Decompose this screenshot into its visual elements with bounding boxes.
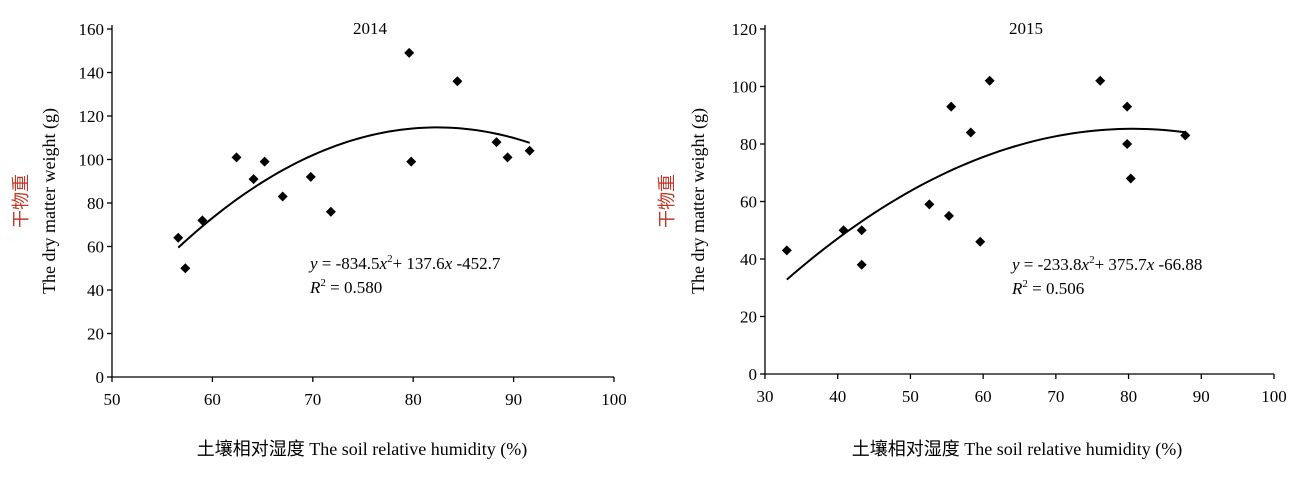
chart-2014-data-point [197, 215, 208, 226]
chart-2015-points [781, 75, 1191, 270]
chart-2015-x-tick-label: 80 [1120, 387, 1137, 406]
chart-2014-data-point [180, 263, 191, 274]
chart-2015-x-tick-label: 100 [1261, 387, 1287, 406]
chart-2015-data-point [781, 245, 792, 256]
chart-2014-r-squared: R2 = 0.580 [309, 277, 382, 297]
chart-2015: 2015 30 40 50 60 70 80 90 100 0 20 40 60 80 100 120 y… [657, 19, 1287, 460]
chart-2014-y-tick-label: 20 [87, 325, 104, 344]
chart-2015-xlabel: 土壤相对湿度 The soil relative humidity (%) [852, 439, 1182, 460]
chart-2014-title: 2014 [353, 19, 388, 38]
chart-2014-ylabel-cn: 干物重 [11, 174, 31, 228]
chart-2015-ylabel: The dry matter weight (g) [688, 108, 709, 294]
chart-2015-y-tick-label: 120 [732, 20, 758, 39]
chart-2014-x-tick-label: 100 [601, 390, 627, 409]
chart-2014-y-tick-label: 160 [79, 20, 105, 39]
chart-2015-y-tick-label: 80 [740, 135, 757, 154]
chart-2015-y-tick-label: 60 [740, 193, 757, 212]
chart-2015-data-point [856, 259, 867, 270]
chart-2015-y-tick-label: 40 [740, 250, 757, 269]
chart-2014-x-tick-label: 60 [204, 390, 221, 409]
chart-2015-data-point [1125, 173, 1136, 184]
chart-2014-y-ticks: 0 20 40 60 80 100 120 140 160 [79, 20, 112, 387]
chart-2015-x-tick-label: 30 [757, 387, 774, 406]
chart-2014-x-tick-label: 80 [405, 390, 422, 409]
chart-2014-xlabel: 土壤相对湿度 The soil relative humidity (%) [197, 439, 527, 460]
chart-2015-data-point [1122, 101, 1133, 112]
chart-2014: 2014 50 60 70 80 90 100 0 20 40 60 80 100 120 140 160… [11, 19, 627, 460]
chart-2014-y-tick-label: 60 [87, 238, 104, 257]
chart-2014-data-point [325, 206, 336, 217]
chart-2015-data-point [1095, 75, 1106, 86]
chart-2015-r-squared: R2 = 0.506 [1011, 278, 1084, 298]
chart-2014-data-point [524, 145, 535, 156]
chart-2014-trend-line [177, 126, 530, 249]
chart-2014-ylabel: The dry matter weight (g) [39, 108, 60, 294]
chart-2015-trend-line [786, 127, 1186, 281]
chart-2014-data-point [277, 191, 288, 202]
chart-2014-data-point [406, 156, 417, 167]
chart-2015-data-point [965, 127, 976, 138]
chart-2015-x-tick-label: 90 [1193, 387, 1210, 406]
chart-2014-x-ticks: 50 60 70 80 90 100 [104, 377, 627, 409]
chart-2014-y-tick-label: 140 [79, 64, 105, 83]
chart-2014-axes [111, 25, 614, 378]
chart-2014-data-point [502, 152, 513, 163]
chart-2015-equation: y = -233.8x2+ 375.7x -66.88 [1010, 254, 1202, 274]
chart-2015-data-point [856, 225, 867, 236]
chart-2015-data-point [943, 210, 954, 221]
chart-2015-x-tick-label: 50 [902, 387, 919, 406]
chart-2015-data-point [984, 75, 995, 86]
chart-2014-x-tick-label: 50 [104, 390, 121, 409]
chart-2014-data-point [491, 137, 502, 148]
chart-2014-x-tick-label: 70 [304, 390, 321, 409]
chart-2014-data-point [404, 47, 415, 58]
chart-2015-data-point [838, 225, 849, 236]
chart-2015-y-tick-label: 100 [732, 78, 758, 97]
chart-2014-y-tick-label: 80 [87, 194, 104, 213]
chart-2014-y-tick-label: 100 [79, 151, 105, 170]
chart-2015-x-tick-label: 60 [975, 387, 992, 406]
chart-2015-data-point [1122, 139, 1133, 149]
chart-2015-data-point [924, 199, 935, 210]
chart-2014-data-point [231, 152, 242, 163]
chart-2015-ylabel-cn: 干物重 [657, 174, 677, 228]
chart-2014-data-point [305, 171, 316, 182]
chart-2015-axes [764, 25, 1274, 375]
chart-2014-y-tick-label: 0 [96, 368, 105, 387]
chart-2014-equation: y = -834.5x2+ 137.6x -452.7 [308, 253, 501, 273]
chart-2015-y-tick-label: 0 [749, 365, 758, 384]
chart-2015-data-point [946, 101, 957, 112]
chart-2014-y-tick-label: 40 [87, 281, 104, 300]
chart-2015-data-point [1180, 130, 1191, 141]
chart-2015-x-ticks: 30 40 50 60 70 80 90 100 [757, 374, 1287, 406]
chart-2014-data-point [452, 76, 463, 87]
chart-2014-data-point [248, 174, 259, 185]
chart-2014-data-point [259, 156, 270, 167]
chart-2015-x-tick-label: 70 [1047, 387, 1064, 406]
chart-2015-title: 2015 [1009, 19, 1043, 38]
chart-2015-data-point [975, 236, 986, 247]
chart-2015-y-ticks: 0 20 40 60 80 100 120 [732, 20, 765, 384]
chart-2014-data-point [173, 232, 184, 243]
chart-2014-points [173, 47, 535, 274]
chart-2015-y-tick-label: 20 [740, 308, 757, 327]
chart-2014-y-tick-label: 120 [79, 107, 105, 126]
chart-2014-x-tick-label: 90 [505, 390, 522, 409]
chart-2015-x-tick-label: 40 [829, 387, 846, 406]
